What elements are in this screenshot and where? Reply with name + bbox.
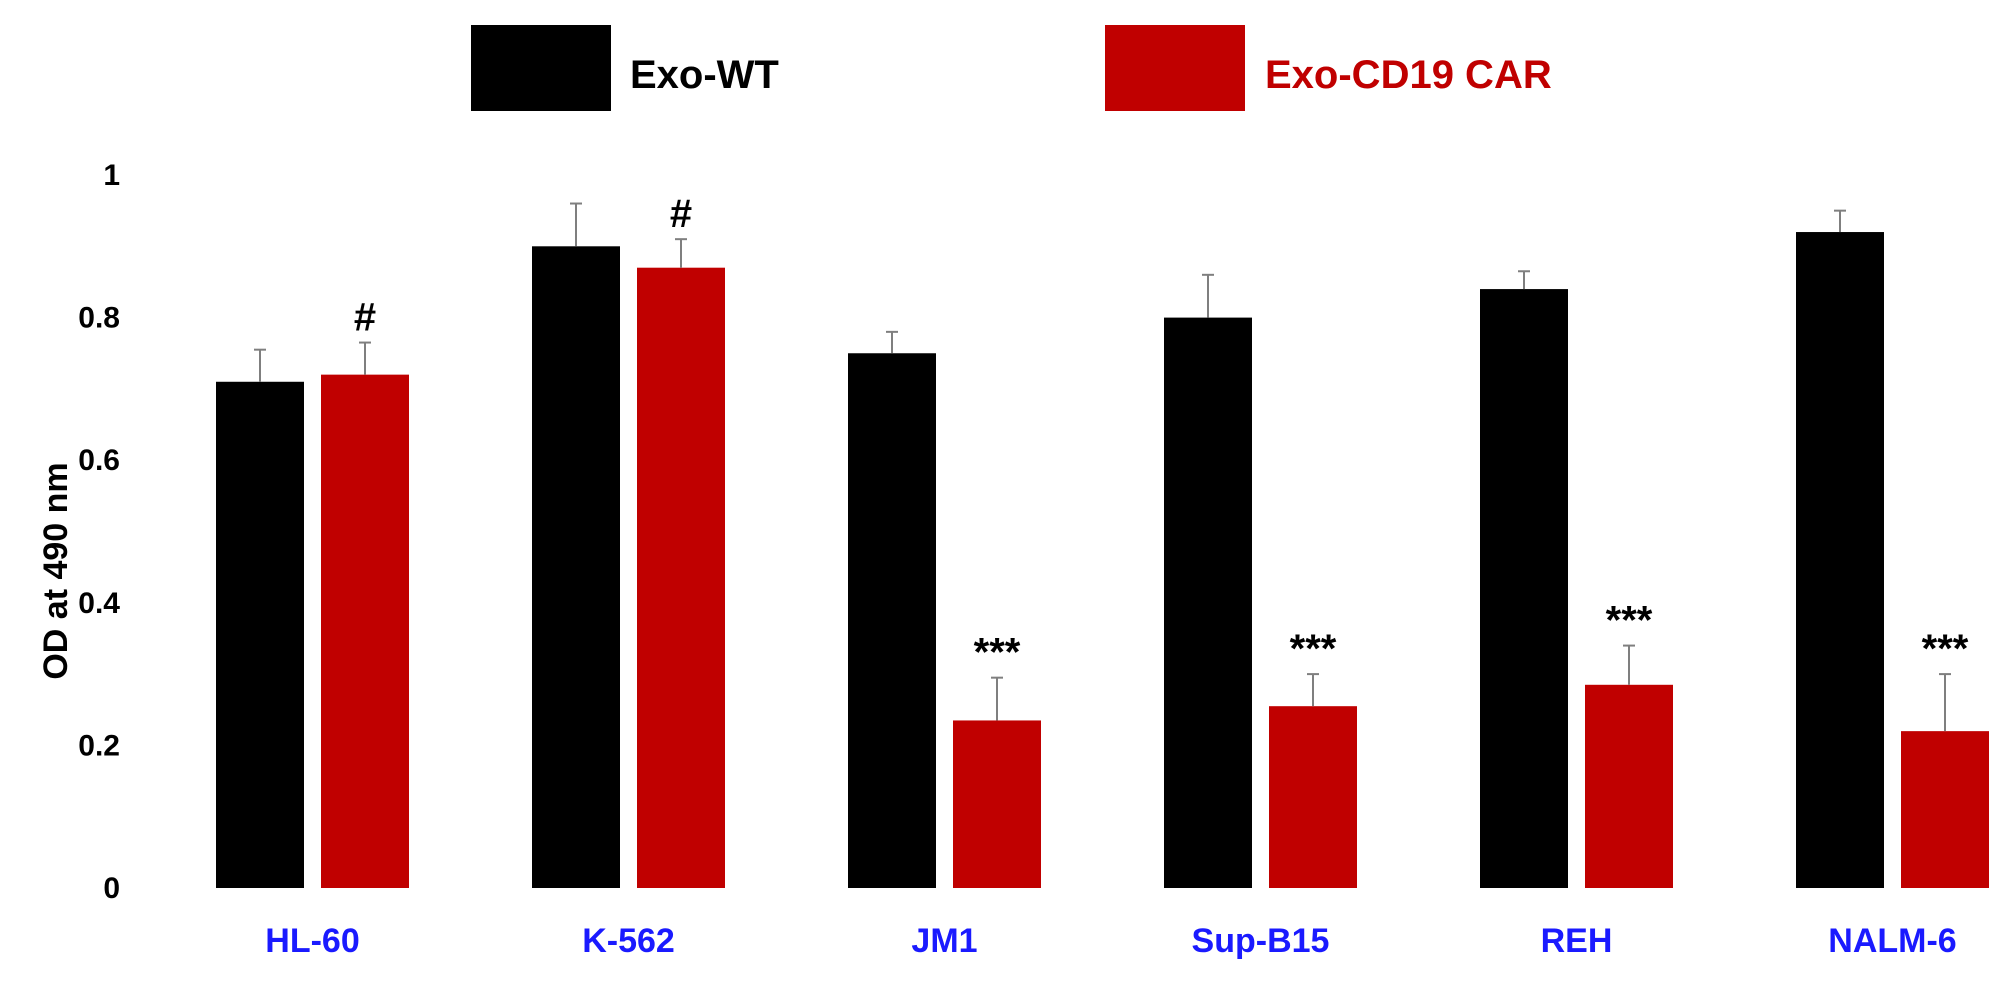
- significance-label: ***: [1290, 627, 1337, 671]
- y-tick-label: 0: [103, 872, 120, 905]
- bar-exo-cd19-car: [953, 720, 1041, 888]
- significance-label: ***: [974, 631, 1021, 675]
- significance-annotations: # # *** *** *** ***: [354, 192, 1969, 674]
- x-tick-label: JM1: [911, 922, 977, 960]
- x-tick-label: NALM-6: [1828, 922, 1956, 960]
- bars: [216, 232, 1989, 889]
- bar-exo-wt: [1164, 317, 1252, 889]
- y-tick-label: 1: [103, 159, 120, 192]
- x-axis-labels: HL-60 K-562 JM1 Sup-B15 REH NALM-6: [265, 922, 1956, 960]
- bar-exo-cd19-car: [1269, 706, 1357, 888]
- significance-label: #: [354, 296, 376, 340]
- x-tick-label: Sup-B15: [1192, 922, 1330, 960]
- x-tick-label: K-562: [582, 922, 675, 960]
- legend-label-exo-cd19-car: Exo-CD19 CAR: [1265, 53, 1552, 97]
- bar-exo-cd19-car: [1901, 731, 1989, 888]
- bar-exo-wt: [848, 353, 936, 888]
- y-axis-label: OD at 490 nm: [37, 462, 75, 679]
- bar-exo-cd19-car: [637, 267, 725, 888]
- legend-label-exo-wt: Exo-WT: [630, 53, 779, 97]
- y-tick-label: 0.4: [78, 587, 120, 620]
- bar-exo-wt: [1796, 232, 1884, 889]
- significance-label: #: [670, 192, 692, 236]
- legend-swatch-exo-wt: [471, 25, 611, 111]
- bar-exo-cd19-car: [1585, 684, 1673, 888]
- significance-label: ***: [1606, 599, 1653, 643]
- y-tick-label: 0.2: [78, 729, 120, 762]
- bar-exo-cd19-car: [321, 374, 409, 888]
- y-axis-ticks: 0 0.2 0.4 0.6 0.8 1: [78, 159, 120, 905]
- x-tick-label: REH: [1541, 922, 1613, 960]
- significance-label: ***: [1922, 627, 1969, 671]
- bar-exo-wt: [532, 246, 620, 889]
- error-bars: [254, 202, 1951, 732]
- y-tick-label: 0.6: [78, 444, 120, 477]
- bar-exo-wt: [1480, 289, 1568, 889]
- legend-swatch-exo-cd19-car: [1105, 25, 1245, 111]
- bar-exo-wt: [216, 381, 304, 888]
- legend: Exo-WT Exo-CD19 CAR: [471, 25, 1552, 111]
- y-tick-label: 0.8: [78, 302, 120, 335]
- x-tick-label: HL-60: [265, 922, 359, 960]
